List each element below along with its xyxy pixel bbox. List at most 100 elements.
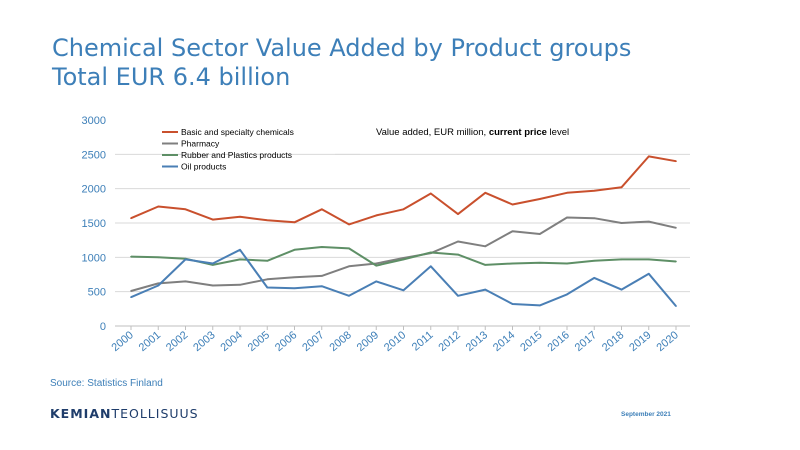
- data-point: [647, 258, 650, 261]
- data-point: [320, 285, 323, 287]
- data-point: [675, 260, 677, 263]
- data-point: [157, 284, 160, 287]
- chart-note-suffix: level: [547, 127, 569, 138]
- data-point: [538, 262, 541, 264]
- data-point: [457, 253, 459, 256]
- y-tick-label: 0: [100, 321, 106, 333]
- data-point: [620, 288, 623, 291]
- x-tick-label: 2010: [382, 329, 408, 354]
- y-tick-label: 1500: [82, 218, 106, 230]
- data-point: [647, 273, 650, 275]
- data-point: [675, 227, 677, 229]
- x-tick-label: 2015: [518, 329, 544, 354]
- data-point: [157, 205, 160, 208]
- data-point: [620, 258, 623, 261]
- page-title: Chemical Sector Value Added by Product g…: [52, 34, 631, 92]
- data-point: [484, 288, 487, 291]
- logo-light: TEOLLISUUS: [111, 406, 199, 421]
- data-point: [266, 219, 269, 222]
- y-tick-label: 3000: [82, 115, 106, 127]
- data-point: [375, 280, 378, 283]
- data-point: [130, 296, 132, 298]
- data-point: [211, 264, 214, 266]
- data-point: [293, 287, 296, 290]
- y-tick-label: 2500: [82, 149, 106, 161]
- source-note: Source: Statistics Finland: [50, 378, 163, 389]
- x-tick-label: 2018: [600, 329, 626, 354]
- company-logo: KEMIANTEOLLISUUS: [50, 406, 199, 421]
- data-point: [239, 216, 241, 218]
- data-point: [429, 251, 432, 254]
- data-point: [239, 248, 241, 251]
- data-point: [184, 208, 187, 211]
- data-point: [566, 216, 568, 219]
- x-tick-label: 2011: [410, 329, 436, 353]
- x-tick-label: 2006: [273, 329, 299, 354]
- data-point: [293, 276, 296, 279]
- legend-label: Pharmacy: [181, 139, 220, 149]
- data-point: [457, 240, 459, 243]
- data-point: [375, 264, 378, 267]
- x-tick-label: 2009: [355, 329, 381, 354]
- y-tick-label: 2000: [82, 184, 106, 196]
- data-point: [239, 258, 241, 261]
- x-tick-label: 2003: [191, 329, 217, 354]
- data-point: [593, 277, 596, 279]
- x-tick-label: 2016: [545, 329, 571, 354]
- data-point: [266, 286, 269, 289]
- data-point: [675, 305, 677, 307]
- data-point: [402, 208, 405, 211]
- data-point: [130, 290, 132, 292]
- title-line-2: Total EUR 6.4 billion: [52, 63, 291, 91]
- series-line: [130, 216, 677, 292]
- data-point: [402, 289, 405, 292]
- data-point: [320, 208, 323, 211]
- x-tick-label: 2017: [573, 329, 599, 354]
- data-point: [320, 275, 323, 277]
- data-point: [647, 155, 650, 158]
- y-tick-label: 500: [88, 287, 106, 299]
- data-point: [484, 191, 487, 194]
- data-point: [457, 213, 459, 215]
- x-tick-label: 2000: [109, 329, 135, 354]
- chart-note-bold: current price: [489, 127, 547, 138]
- chart-note: Value added, EUR million, current price …: [376, 127, 569, 138]
- data-point: [429, 265, 432, 268]
- y-tick-label: 1000: [82, 252, 106, 264]
- data-point: [211, 218, 214, 221]
- legend-label: Oil products: [181, 162, 226, 172]
- data-point: [348, 247, 350, 250]
- data-point: [566, 293, 568, 296]
- data-point: [538, 304, 541, 307]
- legend-label: Rubber and Plastics products: [181, 150, 292, 160]
- x-tick-label: 2002: [164, 329, 190, 354]
- data-point: [375, 262, 378, 265]
- x-tick-label: 2004: [218, 329, 244, 354]
- x-tick-label: 2019: [627, 329, 653, 354]
- data-point: [211, 262, 214, 265]
- data-point: [593, 189, 596, 192]
- x-tick-label: 2020: [654, 329, 680, 354]
- data-point: [620, 222, 623, 224]
- data-point: [484, 264, 487, 266]
- data-point: [620, 186, 623, 189]
- chart-note-prefix: Value added, EUR million,: [376, 127, 489, 138]
- data-point: [675, 160, 677, 162]
- x-tick-label: 2013: [464, 329, 490, 354]
- data-point: [566, 262, 568, 265]
- x-tick-label: 2005: [246, 329, 272, 354]
- data-point: [184, 258, 187, 261]
- data-point: [157, 256, 160, 259]
- x-tick-label: 2007: [300, 329, 326, 354]
- data-point: [593, 259, 596, 262]
- data-point: [484, 245, 487, 248]
- data-point: [266, 278, 269, 281]
- data-point: [293, 248, 296, 251]
- data-point: [211, 284, 214, 287]
- legend-label: Basic and specialty chemicals: [181, 127, 294, 137]
- data-point: [593, 217, 596, 219]
- x-tick-label: 2012: [436, 329, 462, 354]
- data-point: [538, 233, 541, 235]
- x-tick-label: 2001: [137, 329, 163, 354]
